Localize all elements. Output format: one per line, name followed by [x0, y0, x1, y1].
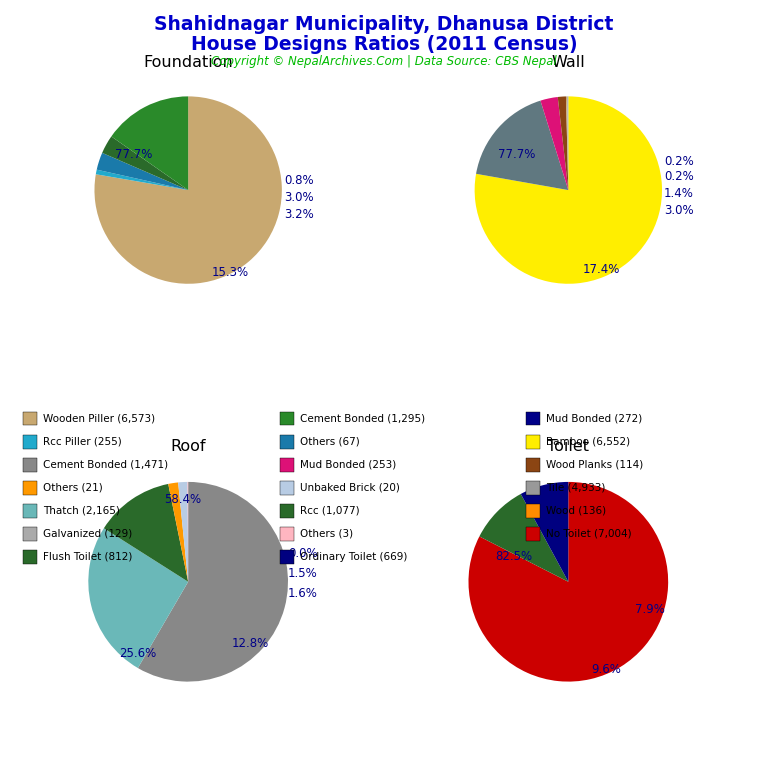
Text: 12.8%: 12.8% [231, 637, 269, 650]
Text: Shahidnagar Municipality, Dhanusa District: Shahidnagar Municipality, Dhanusa Distri… [154, 15, 614, 35]
Text: Galvanized (129): Galvanized (129) [43, 528, 132, 539]
Wedge shape [168, 482, 188, 582]
Text: Others (67): Others (67) [300, 436, 360, 447]
Text: 1.6%: 1.6% [288, 588, 318, 601]
Wedge shape [566, 97, 568, 190]
Text: Tile (4,933): Tile (4,933) [546, 482, 605, 493]
Wedge shape [178, 482, 188, 582]
Wedge shape [96, 170, 188, 190]
Text: 1.5%: 1.5% [288, 568, 318, 581]
Wedge shape [558, 97, 568, 190]
Text: 77.7%: 77.7% [115, 148, 153, 161]
Text: Others (3): Others (3) [300, 528, 353, 539]
Text: 0.2%: 0.2% [664, 170, 694, 184]
Text: 7.9%: 7.9% [635, 603, 665, 616]
Text: 58.4%: 58.4% [164, 493, 202, 506]
Wedge shape [111, 97, 188, 190]
Text: Wood Planks (114): Wood Planks (114) [546, 459, 644, 470]
Wedge shape [138, 482, 288, 681]
Text: Mud Bonded (253): Mud Bonded (253) [300, 459, 396, 470]
Text: Others (21): Others (21) [43, 482, 103, 493]
Text: 1.4%: 1.4% [664, 187, 694, 200]
Wedge shape [94, 97, 282, 283]
Text: 15.3%: 15.3% [212, 266, 249, 279]
Wedge shape [102, 137, 188, 190]
Wedge shape [468, 482, 668, 681]
Text: Thatch (2,165): Thatch (2,165) [43, 505, 120, 516]
Wedge shape [476, 101, 568, 190]
Text: Rcc Piller (255): Rcc Piller (255) [43, 436, 122, 447]
Text: Cement Bonded (1,295): Cement Bonded (1,295) [300, 413, 425, 424]
Text: 17.4%: 17.4% [582, 263, 620, 276]
Text: 3.0%: 3.0% [664, 204, 694, 217]
Title: Wall: Wall [551, 55, 585, 71]
Text: Flush Toilet (812): Flush Toilet (812) [43, 551, 132, 562]
Wedge shape [567, 97, 568, 190]
Text: Wooden Piller (6,573): Wooden Piller (6,573) [43, 413, 155, 424]
Title: Roof: Roof [170, 439, 206, 455]
Wedge shape [521, 482, 568, 582]
Text: 3.2%: 3.2% [284, 208, 313, 221]
Text: 0.0%: 0.0% [288, 548, 318, 561]
Text: No Toilet (7,004): No Toilet (7,004) [546, 528, 631, 539]
Text: Mud Bonded (272): Mud Bonded (272) [546, 413, 642, 424]
Title: Foundation: Foundation [144, 55, 233, 71]
Title: Toilet: Toilet [548, 439, 589, 455]
Text: Copyright © NepalArchives.Com | Data Source: CBS Nepal: Copyright © NepalArchives.Com | Data Sou… [211, 55, 557, 68]
Wedge shape [88, 528, 188, 668]
Text: 82.5%: 82.5% [495, 551, 532, 563]
Text: Ordinary Toilet (669): Ordinary Toilet (669) [300, 551, 408, 562]
Text: 0.8%: 0.8% [284, 174, 313, 187]
Wedge shape [97, 153, 188, 190]
Wedge shape [541, 97, 568, 190]
Text: 77.7%: 77.7% [498, 148, 535, 161]
Text: 25.6%: 25.6% [120, 647, 157, 660]
Text: House Designs Ratios (2011 Census): House Designs Ratios (2011 Census) [190, 35, 578, 54]
Text: Bamboo (6,552): Bamboo (6,552) [546, 436, 631, 447]
Text: 3.0%: 3.0% [284, 191, 313, 204]
Text: Wood (136): Wood (136) [546, 505, 606, 516]
Text: 0.2%: 0.2% [664, 155, 694, 168]
Text: Rcc (1,077): Rcc (1,077) [300, 505, 360, 516]
Wedge shape [475, 97, 662, 283]
Wedge shape [104, 484, 188, 582]
Text: 9.6%: 9.6% [591, 663, 621, 676]
Wedge shape [479, 494, 568, 582]
Text: Unbaked Brick (20): Unbaked Brick (20) [300, 482, 400, 493]
Text: Cement Bonded (1,471): Cement Bonded (1,471) [43, 459, 168, 470]
